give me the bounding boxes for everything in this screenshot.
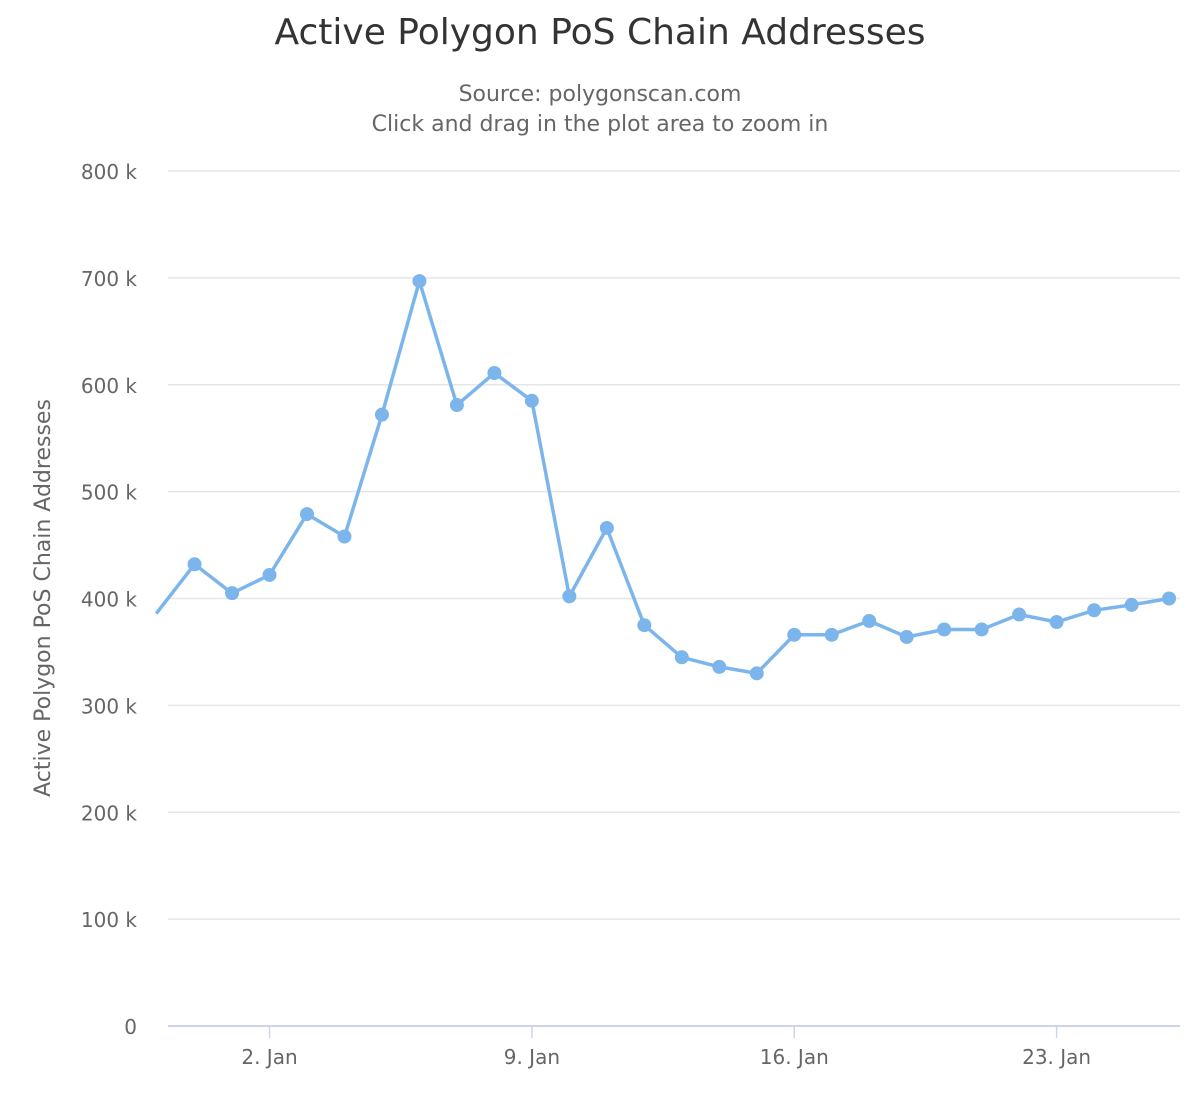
data-point xyxy=(1087,603,1102,618)
gridlines xyxy=(168,170,1180,920)
x-tick-label: 23. Jan xyxy=(1022,1045,1091,1069)
data-point xyxy=(337,529,352,544)
y-tick-label: 700 k xyxy=(81,267,138,291)
data-point xyxy=(187,557,202,572)
data-point xyxy=(449,398,464,413)
series-line xyxy=(155,279,1171,676)
chart-subtitle-zoom-hint: Click and drag in the plot area to zoom … xyxy=(371,112,829,137)
x-axis-tick-labels: 2. Jan 9. Jan 16. Jan 23. Jan xyxy=(241,1026,1091,1069)
x-tick-label: 16. Jan xyxy=(760,1045,829,1069)
x-tick-label: 9. Jan xyxy=(504,1045,560,1069)
data-point xyxy=(599,520,614,535)
data-point xyxy=(374,407,389,422)
chart-title: Active Polygon PoS Chain Addresses xyxy=(274,12,926,53)
y-tick-label: 400 k xyxy=(81,588,138,612)
chart-subtitle-source: Source: polygonscan.com xyxy=(458,82,742,107)
data-point xyxy=(562,589,577,604)
y-tick-label: 100 k xyxy=(81,908,138,932)
data-point xyxy=(974,622,989,637)
y-tick-label: 300 k xyxy=(81,694,138,718)
data-point xyxy=(862,613,877,628)
data-point xyxy=(487,365,502,380)
y-tick-label: 0 xyxy=(124,1015,137,1039)
data-point xyxy=(412,274,427,289)
data-point xyxy=(824,627,839,642)
data-point xyxy=(1162,591,1177,606)
data-point xyxy=(787,627,802,642)
data-point xyxy=(899,629,914,644)
series-group xyxy=(155,274,1177,681)
y-tick-label: 600 k xyxy=(81,374,138,398)
data-point xyxy=(937,622,952,637)
data-point xyxy=(637,618,652,633)
data-point xyxy=(524,393,539,408)
data-point xyxy=(1012,607,1027,622)
y-tick-label: 200 k xyxy=(81,801,138,825)
data-point xyxy=(225,586,240,601)
data-point xyxy=(299,507,314,522)
data-point xyxy=(749,666,764,681)
data-point xyxy=(1049,615,1064,630)
y-axis-tick-labels: 0 100 k 200 k 300 k 400 k 500 k 600 k 700 k 800 … xyxy=(81,160,138,1039)
data-point xyxy=(262,567,277,582)
data-point xyxy=(674,650,689,665)
data-point xyxy=(712,659,727,674)
x-tick-label: 2. Jan xyxy=(241,1045,297,1069)
y-tick-label: 800 k xyxy=(81,160,138,184)
y-tick-label: 500 k xyxy=(81,481,138,505)
data-point xyxy=(1124,597,1139,612)
y-axis-title: Active Polygon PoS Chain Addresses xyxy=(31,399,56,797)
